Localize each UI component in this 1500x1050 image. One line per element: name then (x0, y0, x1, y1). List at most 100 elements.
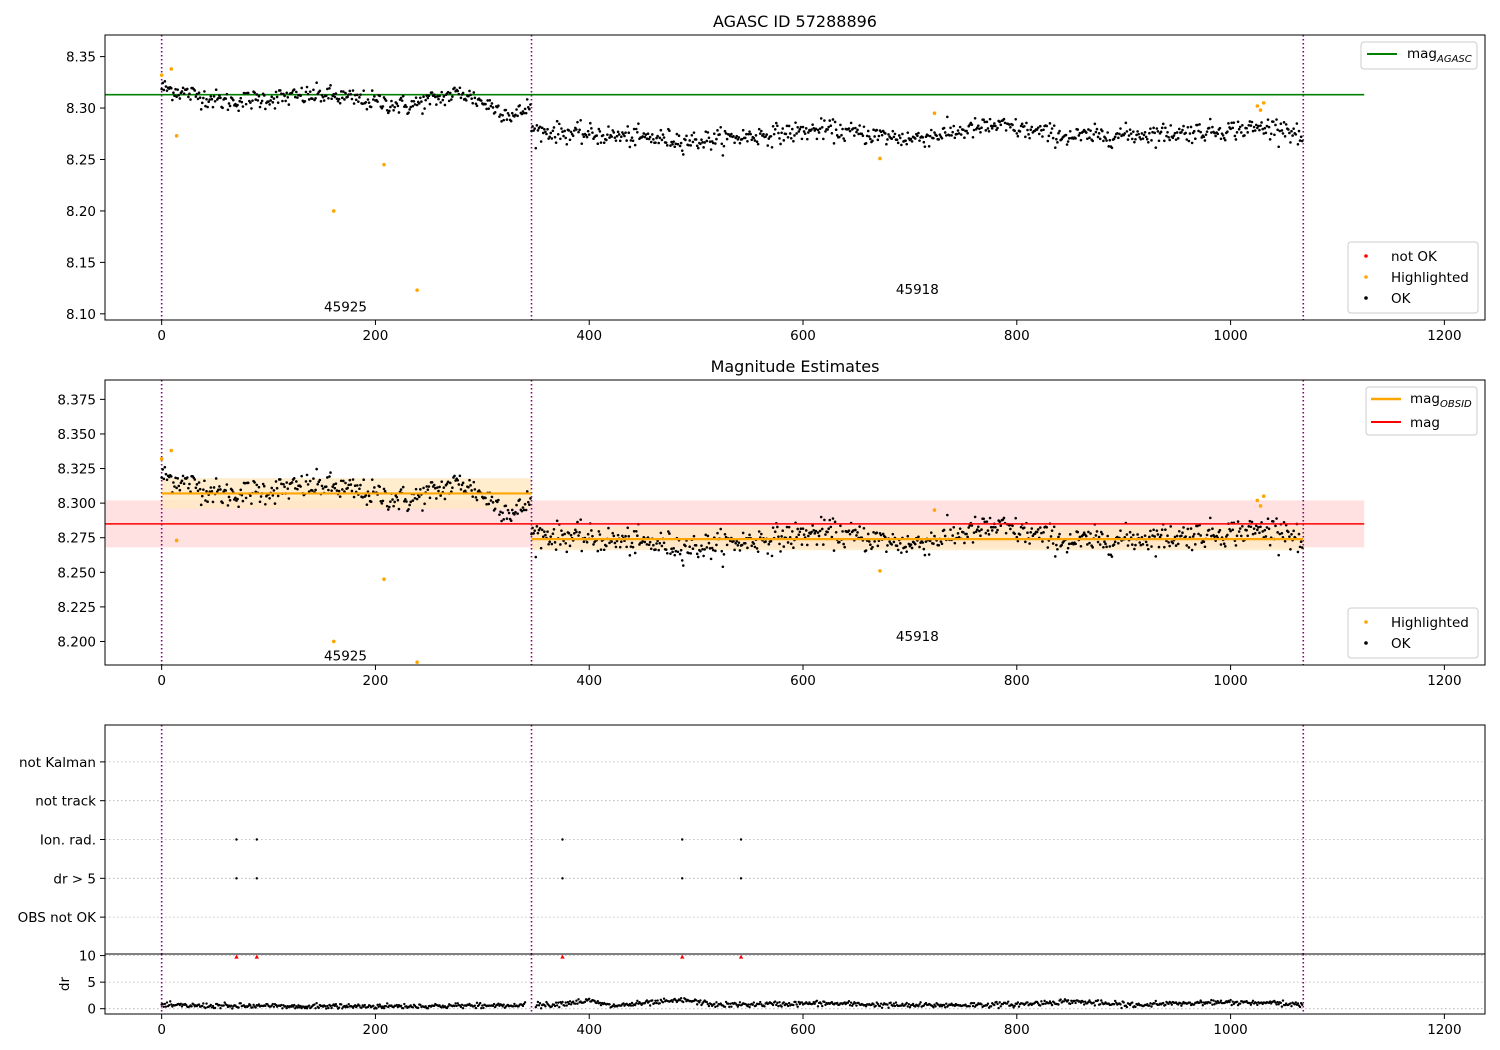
dr-point (1228, 1000, 1231, 1004)
ok-point (605, 138, 608, 142)
ok-point (1290, 532, 1293, 536)
ok-point (538, 125, 542, 129)
ok-point (828, 119, 832, 122)
ok-point (1192, 532, 1196, 536)
axes-frame-p4 (104, 953, 1486, 1015)
ok-point (645, 137, 649, 141)
ok-point (778, 542, 781, 546)
ok-point (1016, 539, 1020, 543)
ok-point (972, 128, 976, 132)
ok-point (472, 91, 476, 94)
ok-point (299, 485, 302, 488)
dr-point (893, 1004, 897, 1008)
ok-point (1105, 545, 1108, 549)
ok-point (1267, 527, 1271, 531)
ok-point (497, 104, 500, 108)
ok-point (234, 102, 237, 106)
dr-point (219, 1007, 222, 1010)
ok-point (804, 127, 808, 130)
y-tick-label: 8.225 (57, 600, 96, 616)
dr-point (1069, 1002, 1072, 1006)
dr-point (729, 1002, 732, 1006)
dr-point (713, 1002, 716, 1006)
dr-point (778, 1000, 781, 1004)
dr-point (568, 1000, 572, 1003)
ok-point (982, 118, 985, 121)
ok-point (522, 111, 526, 115)
ok-point (841, 530, 844, 533)
ok-point (788, 132, 792, 135)
dr-point (1215, 1002, 1218, 1005)
ok-point (701, 547, 704, 551)
dr-point (695, 1003, 699, 1006)
ok-point (441, 98, 445, 102)
ok-point (909, 543, 913, 546)
ok-point (1261, 530, 1264, 533)
dr-point (1201, 1004, 1205, 1007)
ok-point (311, 489, 314, 492)
ok-point (273, 107, 277, 110)
dr-point (699, 999, 702, 1002)
ok-point (367, 494, 371, 498)
dr-point (564, 1001, 567, 1004)
dr-point (395, 1003, 399, 1007)
ok-point (673, 553, 677, 557)
ok-point (488, 99, 492, 102)
ok-point (507, 114, 511, 117)
ok-point (279, 478, 282, 481)
ok-point (760, 532, 763, 536)
ok-point (1011, 123, 1014, 127)
ok-point (1185, 138, 1189, 141)
y-tick-label: 8.200 (57, 634, 96, 650)
ok-point (780, 535, 783, 538)
ok-point (1096, 540, 1100, 544)
ok-point (408, 503, 411, 507)
ok-point (1177, 127, 1181, 131)
ok-point (1180, 534, 1183, 538)
dr-point (1301, 1003, 1304, 1006)
ok-point (948, 134, 951, 137)
dr-point (1082, 1003, 1086, 1006)
ok-point (574, 528, 577, 532)
ok-point (838, 135, 841, 139)
ok-point (1197, 129, 1200, 133)
ok-point (740, 543, 744, 547)
ok-point (777, 535, 780, 538)
ok-point (1281, 132, 1285, 135)
dr-point (815, 999, 819, 1003)
dr-point (730, 1005, 733, 1008)
ok-point (847, 127, 851, 130)
ok-point (1165, 134, 1168, 138)
flag-point (255, 877, 258, 880)
ok-point (720, 549, 724, 553)
highlighted-point (878, 569, 882, 573)
ok-point (349, 483, 353, 486)
ok-point (677, 134, 681, 137)
ok-point (366, 98, 370, 101)
ok-point (322, 99, 326, 102)
ok-point (1300, 546, 1304, 549)
ok-point (1094, 130, 1098, 134)
ok-point (924, 135, 928, 139)
dr-point (892, 1002, 896, 1005)
ok-point (716, 531, 719, 535)
ok-point (525, 98, 529, 101)
ok-point (873, 135, 876, 138)
highlighted-point (1258, 108, 1263, 112)
dr-point (1115, 1001, 1118, 1005)
ok-point (1202, 135, 1206, 139)
ok-point (688, 139, 692, 142)
ok-point (1208, 117, 1212, 121)
ok-point (893, 132, 897, 136)
ok-point (295, 480, 298, 483)
dr-point (795, 1003, 798, 1006)
x-tick-label: 1200 (1427, 673, 1461, 689)
flag-point (235, 838, 238, 841)
ok-point (1092, 133, 1096, 136)
ok-point (179, 481, 183, 485)
ok-point (549, 535, 553, 538)
ok-point (610, 135, 613, 138)
ok-point (1022, 526, 1026, 529)
ok-point (709, 557, 713, 561)
dr-point (872, 1003, 875, 1006)
